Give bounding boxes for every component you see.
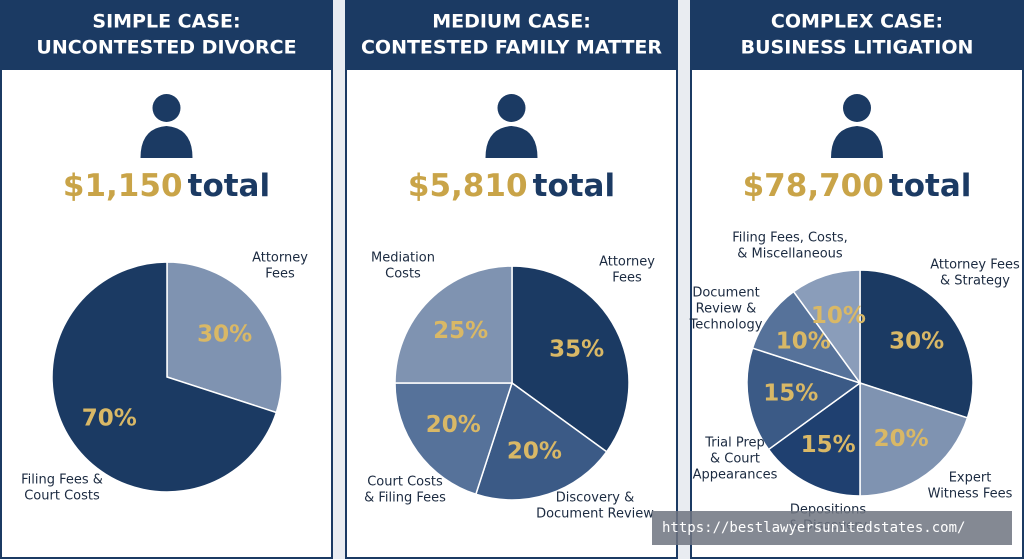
icon-body (831, 126, 883, 158)
slice-category-label: Expert (949, 471, 992, 486)
pie-slice (511, 265, 630, 453)
total-word: total (533, 168, 615, 204)
total-amount: $78,700 (743, 168, 884, 204)
total-text: $5,810 total (408, 168, 615, 204)
slice-category-label: Filing Fees & (21, 473, 103, 488)
icon-body (485, 126, 538, 158)
slice-value-label: 15% (801, 432, 856, 458)
icon-head (497, 94, 526, 122)
icon-head (152, 94, 181, 122)
slice-category-label: & Strategy (940, 274, 1010, 289)
slice-value-label: 10% (776, 328, 831, 354)
slice-value-label: 70% (82, 405, 137, 431)
slice-category-label: Document (692, 286, 759, 301)
slice-category-label: Court Costs (367, 475, 443, 490)
slice-category-label: Witness Fees (928, 487, 1013, 502)
slice-category-label: Filing Fees, Costs, (732, 231, 848, 246)
panel-title: COMPLEX CASE: (771, 11, 943, 33)
slice-value-label: 20% (426, 412, 481, 438)
slice-value-label: 35% (549, 337, 604, 363)
slice-value-label: 10% (811, 303, 866, 329)
slice-category-label: & Filing Fees (364, 491, 446, 506)
slice-category-label: Appearances (693, 468, 778, 483)
pie-slice (394, 265, 513, 384)
total-word: total (188, 168, 270, 204)
total-amount: $5,810 (408, 168, 528, 204)
slice-category-label: Attorney Fees (930, 258, 1020, 273)
panel-header (690, 0, 1024, 70)
pie-slice (394, 382, 514, 496)
pie-slice (767, 381, 861, 497)
slice-category-label: Technology (689, 318, 763, 333)
panel-header (0, 0, 333, 70)
slice-value-label: 20% (507, 438, 562, 464)
slice-category-label: Trial Prep (704, 436, 765, 451)
panel-title: UNCONTESTED DIVORCE (36, 37, 296, 59)
total-word: total (889, 168, 971, 204)
icon (140, 94, 193, 158)
slice-value-label: 20% (874, 426, 929, 452)
pie-slice (751, 290, 862, 385)
total-text: $78,700 total (743, 168, 972, 204)
slice-category-label: Fees (612, 271, 642, 286)
slice-category-label: Document Review (536, 507, 654, 522)
panel-header (345, 0, 678, 70)
icon (485, 94, 538, 158)
slice-value-label: 25% (433, 318, 488, 344)
panel-title: CONTESTED FAMILY MATTER (361, 37, 662, 59)
icon (831, 94, 883, 158)
pie-slice (746, 347, 862, 451)
slice-category-label: Costs (385, 267, 421, 282)
slice-category-label: Attorney (252, 251, 308, 266)
slice-value-label: 15% (763, 380, 818, 406)
slice-category-label: Fees (265, 267, 295, 282)
total-amount: $1,150 (63, 168, 183, 204)
pie-slice (859, 381, 969, 497)
panel-title: SIMPLE CASE: (92, 11, 240, 33)
slice-category-label: Court Costs (24, 489, 100, 504)
slice-category-label: & Miscellaneous (737, 247, 843, 262)
slice-value-label: 30% (197, 322, 252, 348)
pie-slice (859, 269, 974, 419)
icon-body (140, 126, 193, 158)
total-text: $1,150 total (63, 168, 270, 204)
icon-head (843, 94, 871, 122)
url-box (652, 511, 1012, 545)
pie-slice (792, 269, 861, 386)
slice-category-label: Attorney (599, 255, 655, 270)
panel-title: MEDIUM CASE: (432, 11, 591, 33)
slice-category-label: Review & (696, 302, 757, 317)
pie-slice (474, 381, 608, 501)
panel-title: BUSINESS LITIGATION (741, 37, 974, 59)
url: https://bestlawyersunitedstates.com/ (662, 520, 965, 536)
pie-slice (166, 261, 283, 414)
slice-value-label: 30% (889, 328, 944, 354)
slice-category-label: & Court (710, 452, 760, 467)
slice-category-label: Discovery & (556, 491, 635, 506)
slice-category-label: Mediation (371, 251, 435, 266)
pie-slice (51, 261, 278, 493)
